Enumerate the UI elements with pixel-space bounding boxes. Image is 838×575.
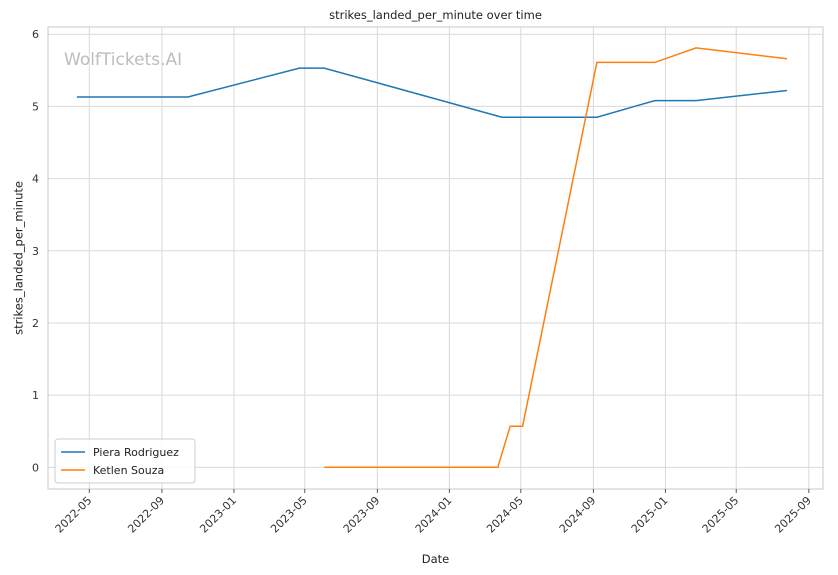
legend: Piera Rodriguez Ketlen Souza bbox=[54, 438, 196, 484]
watermark: WolfTickets.AI bbox=[64, 50, 182, 70]
y-tick-label: 1 bbox=[32, 389, 39, 402]
x-tick-label: 2025-05 bbox=[700, 494, 742, 536]
legend-label-piera-rodriguez: Piera Rodriguez bbox=[93, 446, 179, 459]
y-axis-label: strikes_landed_per_minute bbox=[12, 181, 26, 335]
y-tick-label: 0 bbox=[32, 461, 39, 474]
x-axis-label: Date bbox=[422, 552, 450, 566]
chart-title: strikes_landed_per_minute over time bbox=[329, 8, 542, 22]
y-tick-label: 3 bbox=[32, 245, 39, 258]
x-tick-label: 2025-09 bbox=[772, 494, 814, 536]
series-line-ketlen-souza bbox=[324, 47, 788, 469]
series-line-piera-rodriguez bbox=[76, 67, 788, 118]
y-tick-label: 6 bbox=[32, 28, 39, 41]
y-tick-label: 5 bbox=[32, 100, 39, 113]
y-axis-ticks: 0 1 2 3 4 5 6 bbox=[32, 28, 39, 474]
legend-label-ketlen-souza: Ketlen Souza bbox=[93, 464, 164, 477]
x-tick-label: 2023-01 bbox=[197, 494, 239, 536]
x-tick-label: 2022-05 bbox=[53, 494, 95, 536]
y-tick-label: 2 bbox=[32, 317, 39, 330]
legend-box bbox=[54, 438, 196, 484]
x-tick-label: 2024-01 bbox=[413, 494, 455, 536]
plot-frame bbox=[47, 26, 824, 490]
x-axis-ticks: 2022-05 2022-09 2023-01 2023-05 2023-09 2024-… bbox=[53, 489, 814, 536]
x-tick-label: 2025-01 bbox=[629, 494, 671, 536]
x-tick-label: 2024-05 bbox=[484, 494, 526, 536]
series-lines bbox=[76, 47, 788, 469]
x-tick-label: 2024-09 bbox=[557, 494, 599, 536]
x-tick-label: 2022-09 bbox=[125, 494, 167, 536]
y-tick-label: 4 bbox=[32, 173, 39, 186]
x-tick-label: 2023-05 bbox=[268, 494, 310, 536]
x-tick-label: 2023-09 bbox=[341, 494, 383, 536]
